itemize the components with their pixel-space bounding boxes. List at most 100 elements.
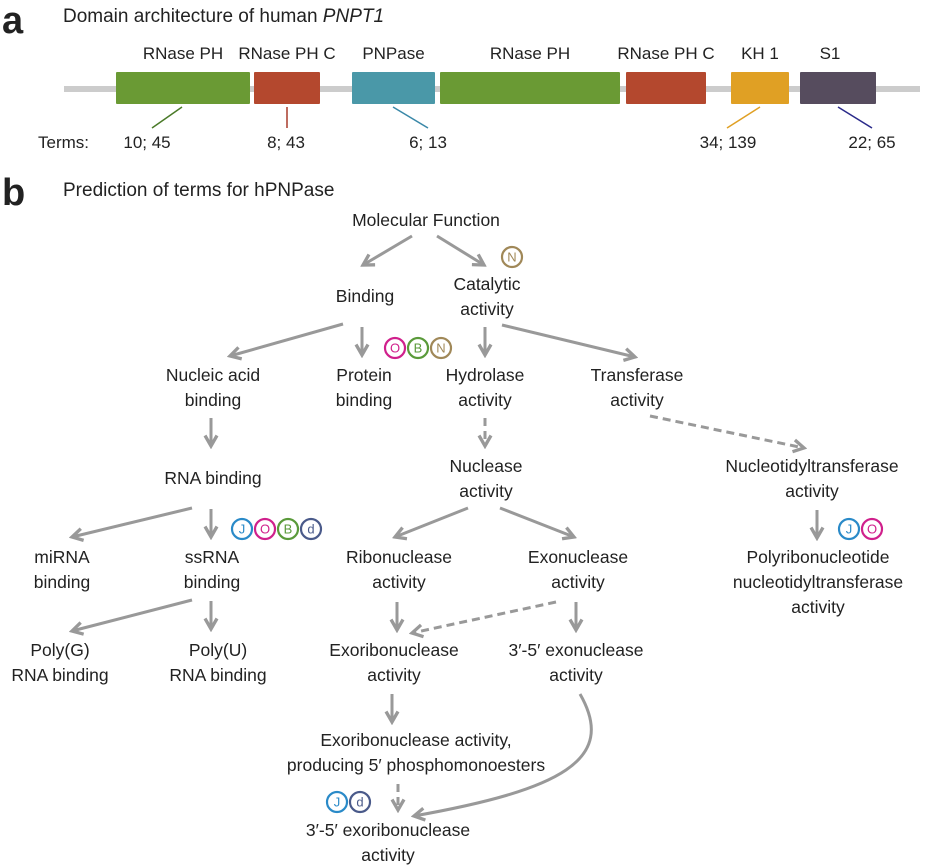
node-line: producing 5′ phosphomonoesters: [286, 755, 546, 775]
node-line: 3′-5′ exoribonuclease: [305, 820, 471, 840]
node-polyg-rna-binding: Poly(G) RNA binding: [11, 638, 108, 688]
node-line: nucleotidyltransferase: [732, 572, 904, 592]
panel-letter-a: a: [2, 0, 24, 42]
domain-pnpase: [352, 72, 435, 104]
node-line: Catalytic: [453, 274, 521, 294]
badge-O-icon: O: [253, 517, 277, 541]
arrow-exonuclease-to-exoribonuclease: [412, 600, 557, 633]
node-line: RNA binding: [11, 665, 109, 685]
node-line: activity: [549, 665, 603, 685]
node-ribonuclease-activity: Ribonuclease activity: [346, 545, 452, 595]
arrow-nuclease-to-ribonuclease: [395, 506, 469, 537]
badge-J-icon: J: [837, 517, 861, 541]
node-line: binding: [184, 390, 242, 410]
term-count-rnase-ph: 10; 45: [123, 133, 171, 152]
node-line: Hydrolase: [445, 365, 525, 385]
node-line: Exonuclease: [527, 547, 629, 567]
term-count-s1: 22; 65: [848, 133, 896, 152]
node-binding: Binding: [336, 284, 394, 309]
terms-label: Terms:: [38, 133, 89, 152]
node-line: Poly(G): [30, 640, 90, 660]
leader-line-rnase-ph: [151, 106, 183, 129]
domain-label-rnase-ph-c-1: RNase PH C: [238, 44, 336, 63]
node-line: RNA binding: [164, 468, 262, 488]
badge-B-icon: B: [406, 336, 430, 360]
node-line: Transferase: [590, 365, 684, 385]
node-line: Ribonuclease: [345, 547, 453, 567]
arrow-mf-to-binding: [363, 234, 413, 265]
svg-text:J: J: [334, 795, 341, 810]
arrow-35exonuclease-to-35exoribo: [414, 693, 593, 816]
node-line: activity: [610, 390, 664, 410]
badge-B-icon: B: [276, 517, 300, 541]
domain-rnase-ph-2: [440, 72, 620, 104]
node-exoribonuclease-activity: Exoribonuclease activity: [329, 638, 458, 688]
badge-d-icon: d: [299, 517, 323, 541]
domain-rnase-ph-1: [116, 72, 250, 104]
node-line: Binding: [335, 286, 395, 306]
panel-letter-b: b: [2, 172, 26, 214]
node-hydrolase-activity: Hydrolase activity: [446, 363, 525, 413]
node-35-exonuclease-activity: 3′-5′ exonuclease activity: [509, 638, 644, 688]
svg-text:B: B: [284, 522, 293, 537]
node-line: Nucleic acid: [165, 365, 261, 385]
domain-label-pnpase: PNPase: [362, 44, 425, 63]
node-line: activity: [459, 481, 513, 501]
leader-line-pnpase: [392, 106, 429, 129]
svg-text:O: O: [867, 522, 877, 537]
svg-text:d: d: [307, 522, 314, 537]
node-line: activity: [460, 299, 514, 319]
node-transferase-activity: Transferase activity: [591, 363, 684, 413]
node-line: activity: [551, 572, 605, 592]
node-line: binding: [183, 572, 241, 592]
domain-label-rnase-ph-1: RNase PH: [142, 44, 224, 63]
node-line: 3′-5′ exonuclease: [508, 640, 644, 660]
node-exonuclease-activity: Exonuclease activity: [528, 545, 628, 595]
node-line: Protein: [336, 365, 392, 385]
arrow-transferase-to-nucleotidyl: [649, 414, 804, 448]
node-line: Molecular Function: [352, 210, 500, 230]
badge-N-icon: N: [500, 245, 524, 269]
badge-J-icon: J: [230, 517, 254, 541]
node-ssrna-binding: ssRNA binding: [184, 545, 240, 595]
badge-N-icon: N: [429, 336, 453, 360]
node-line: activity: [367, 665, 421, 685]
node-protein-binding: Protein binding: [336, 363, 392, 413]
leader-line-s1: [837, 106, 873, 129]
gene-name: PNPT1: [322, 6, 385, 27]
svg-text:O: O: [390, 341, 400, 356]
node-line: Nucleotidyltransferase: [725, 456, 899, 476]
leader-line-kh1: [726, 106, 761, 129]
node-nucleic-acid-binding: Nucleic acid binding: [166, 363, 260, 413]
term-count-kh1: 34; 139: [699, 133, 757, 152]
node-nuclease-activity: Nuclease activity: [450, 454, 523, 504]
arrow-mf-to-catalytic: [436, 234, 484, 265]
node-line: Exoribonuclease activity,: [320, 730, 512, 750]
badge-O-icon: O: [860, 517, 884, 541]
domain-rnase-ph-c-2: [626, 72, 706, 104]
badge-d-icon: d: [348, 790, 372, 814]
arrow-catalytic-to-transferase: [501, 323, 635, 357]
node-line: ssRNA: [184, 547, 240, 567]
node-line: activity: [372, 572, 426, 592]
svg-text:d: d: [356, 795, 363, 810]
panel-a-title: Domain architecture of human PNPT1: [63, 6, 384, 28]
node-line: binding: [33, 572, 91, 592]
term-count-rnase-ph-c: 8; 43: [267, 133, 305, 152]
title-prefix: Domain architecture of human: [63, 6, 323, 27]
node-polyribonucleotide-nucleotidyltransferase-activity: Polyribonucleotide nucleotidyltransferase…: [733, 545, 903, 620]
node-line: Poly(U): [188, 640, 248, 660]
node-line: activity: [791, 597, 845, 617]
domain-rnase-ph-c-1: [254, 72, 320, 104]
arrow-nuclease-to-exonuclease: [499, 506, 574, 537]
svg-text:J: J: [239, 522, 246, 537]
domain-label-kh1: KH 1: [741, 44, 779, 63]
node-line: activity: [785, 481, 839, 501]
node-line: miRNA: [34, 547, 90, 567]
svg-text:N: N: [507, 250, 516, 265]
node-polyu-rna-binding: Poly(U) RNA binding: [169, 638, 266, 688]
badge-O-icon: O: [383, 336, 407, 360]
svg-text:B: B: [414, 341, 423, 356]
node-line: activity: [361, 845, 415, 865]
